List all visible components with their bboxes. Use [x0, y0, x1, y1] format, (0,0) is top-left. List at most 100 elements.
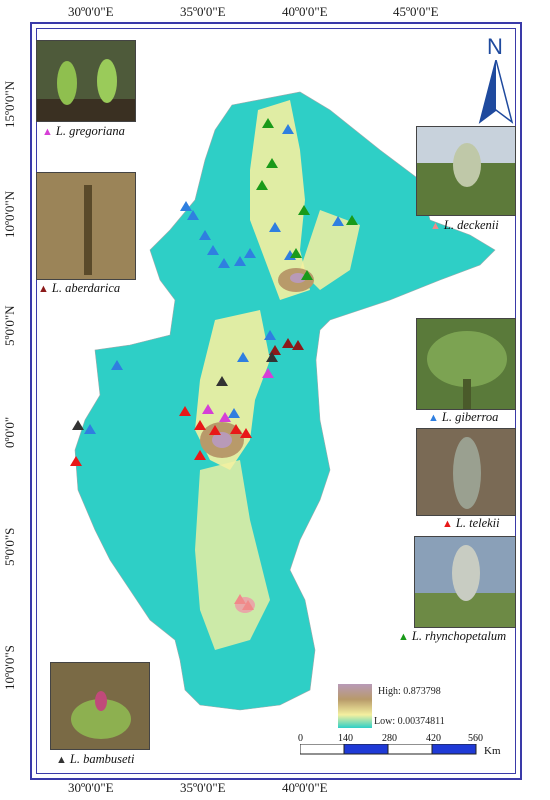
photo-telekii	[416, 428, 516, 516]
occurrence-marker	[216, 376, 228, 386]
occurrence-marker	[194, 450, 206, 460]
occurrence-marker	[234, 256, 246, 266]
caption-rhynchopetalum: ▲ L. rhynchopetalum	[398, 629, 506, 644]
triangle-icon: ▲	[430, 220, 441, 232]
high-core-kenya-peak	[212, 432, 232, 448]
scale-tick-420: 420	[426, 733, 441, 744]
occurrence-marker	[266, 352, 278, 362]
triangle-icon: ▲	[442, 518, 453, 530]
occurrence-marker	[256, 180, 268, 190]
occurrence-marker	[332, 216, 344, 226]
legend-low-label: Low: 0.00374811	[374, 716, 445, 727]
bambuseti-plant-image	[71, 691, 131, 739]
lon-label-bottom-35: 35º0'0"E	[180, 780, 226, 795]
triangle-icon: ▲	[398, 631, 409, 643]
occurrence-marker	[290, 248, 302, 258]
photo-bambuseti	[50, 662, 150, 750]
scale-tick-0: 0	[298, 733, 303, 744]
occurrence-marker	[240, 428, 252, 438]
occurrence-marker	[264, 330, 276, 340]
occurrence-marker	[269, 222, 281, 232]
scale-tick-140: 140	[338, 733, 353, 744]
triangle-icon: ▲	[56, 754, 67, 766]
occurrence-marker	[346, 215, 358, 225]
occurrence-marker	[209, 425, 221, 435]
rhynchopetalum-plant-image	[415, 545, 515, 627]
occurrence-marker	[292, 340, 304, 350]
caption-rhynchopetalum-label: L. rhynchopetalum	[411, 629, 507, 643]
lat-label-10s: 10º0'0"S	[2, 645, 17, 690]
occurrence-marker	[187, 210, 199, 220]
lon-label-top-45: 45º0'0"E	[393, 4, 439, 19]
caption-gregoriana: ▲ L. gregoriana	[42, 124, 125, 139]
occurrence-marker	[179, 406, 191, 416]
lat-label-15n: 15º0'0"N	[2, 80, 17, 128]
telekii-plant-image	[453, 437, 481, 509]
occurrences-telekii	[70, 406, 252, 466]
occurrence-marker	[180, 201, 192, 211]
occurrence-marker	[298, 205, 310, 215]
lat-label-5n: 5º0'0"N	[2, 305, 17, 346]
caption-aberdarica-label: L. aberdarica	[51, 281, 121, 295]
occurrence-marker	[72, 420, 84, 430]
lon-label-top-40: 40º0'0"E	[282, 4, 328, 19]
caption-giberroa-label: L. giberroa	[441, 410, 499, 424]
occurrence-marker	[266, 158, 278, 168]
highland-band-east	[300, 210, 360, 290]
scale-bar	[300, 744, 477, 755]
occurrences-giberroa	[84, 124, 344, 434]
occurrence-marker	[218, 258, 230, 268]
caption-aberdarica: ▲ L. aberdarica	[38, 281, 120, 296]
north-label: N	[487, 34, 503, 59]
photo-gregoriana	[36, 40, 136, 122]
photo-aberdarica	[36, 172, 136, 280]
occurrences-rhynchopetalum	[256, 118, 358, 280]
deckenii-plant-image	[417, 127, 515, 215]
occurrence-marker	[282, 124, 294, 134]
lon-label-bottom-30: 30º0'0"E	[68, 780, 114, 795]
gregoriana-plant-image	[37, 59, 135, 121]
photo-giberroa	[416, 318, 516, 410]
caption-bambuseti: ▲ L. bambuseti	[56, 752, 134, 767]
aberdarica-plant-image	[37, 173, 135, 279]
photo-deckenii	[416, 126, 516, 216]
occurrence-marker	[242, 600, 254, 610]
occurrence-marker	[84, 424, 96, 434]
lat-label-0: 0º0'0"	[2, 416, 17, 448]
scale-tick-560: 560	[468, 733, 483, 744]
suitability-map	[70, 91, 496, 711]
occurrence-marker	[70, 456, 82, 466]
occurrence-marker	[282, 338, 294, 348]
caption-telekii: ▲ L. telekii	[442, 516, 500, 531]
occurrence-marker	[219, 412, 231, 422]
scale-tick-280: 280	[382, 733, 397, 744]
occurrence-marker	[199, 230, 211, 240]
occurrence-marker	[262, 368, 274, 378]
lat-label-10n: 10º0'0"N	[2, 190, 17, 238]
photo-rhynchopetalum	[414, 536, 516, 628]
caption-bambuseti-label: L. bambuseti	[69, 752, 135, 766]
occurrence-marker	[228, 408, 240, 418]
study-region	[74, 91, 496, 711]
triangle-icon: ▲	[428, 412, 439, 424]
lon-label-bottom-40: 40º0'0"E	[282, 780, 328, 795]
occurrence-marker	[194, 420, 206, 430]
occurrence-marker	[262, 118, 274, 128]
occurrences-deckenii	[234, 594, 254, 610]
occurrence-marker	[244, 248, 256, 258]
occurrence-marker	[301, 270, 313, 280]
north-arrow-icon	[478, 60, 514, 124]
lon-label-top-35: 35º0'0"E	[180, 4, 226, 19]
occurrence-marker	[207, 245, 219, 255]
caption-giberroa: ▲ L. giberroa	[428, 410, 498, 425]
caption-telekii-label: L. telekii	[455, 516, 500, 530]
legend-high-label: High: 0.873798	[378, 686, 441, 697]
occurrence-marker	[111, 360, 123, 370]
occurrence-marker	[230, 424, 242, 434]
caption-gregoriana-label: L. gregoriana	[55, 124, 125, 138]
occurrences-bambuseti	[72, 352, 278, 430]
occurrence-marker	[202, 404, 214, 414]
lat-label-5s: 5º0'0"S	[2, 527, 17, 566]
caption-deckenii: ▲ L. deckenii	[430, 218, 499, 233]
triangle-icon: ▲	[38, 283, 49, 295]
